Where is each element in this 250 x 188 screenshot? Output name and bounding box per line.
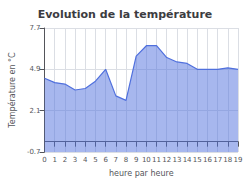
- svg-text:17: 17: [213, 156, 222, 164]
- svg-text:5: 5: [93, 156, 97, 164]
- svg-text:12: 12: [162, 156, 171, 164]
- svg-text:-0.7: -0.7: [27, 148, 41, 156]
- svg-text:7: 7: [114, 156, 118, 164]
- svg-text:14: 14: [183, 156, 192, 164]
- svg-text:7.7: 7.7: [29, 24, 40, 32]
- svg-text:15: 15: [193, 156, 202, 164]
- svg-text:3: 3: [73, 156, 77, 164]
- svg-text:19: 19: [234, 156, 243, 164]
- svg-text:9: 9: [134, 156, 138, 164]
- svg-text:Température en °C: Température en °C: [7, 52, 17, 129]
- svg-text:0: 0: [42, 156, 46, 164]
- svg-text:18: 18: [223, 156, 232, 164]
- svg-text:heure par heure: heure par heure: [109, 169, 174, 178]
- svg-text:1: 1: [53, 156, 57, 164]
- svg-text:Evolution de la température: Evolution de la température: [38, 8, 213, 21]
- svg-text:13: 13: [172, 156, 181, 164]
- svg-text:4.9: 4.9: [29, 65, 40, 73]
- svg-text:16: 16: [203, 156, 212, 164]
- svg-text:6: 6: [103, 156, 108, 164]
- svg-text:2.1: 2.1: [29, 107, 40, 115]
- svg-text:8: 8: [124, 156, 128, 164]
- svg-text:10: 10: [142, 156, 151, 164]
- svg-text:4: 4: [83, 156, 88, 164]
- svg-text:11: 11: [152, 156, 161, 164]
- svg-text:2: 2: [63, 156, 67, 164]
